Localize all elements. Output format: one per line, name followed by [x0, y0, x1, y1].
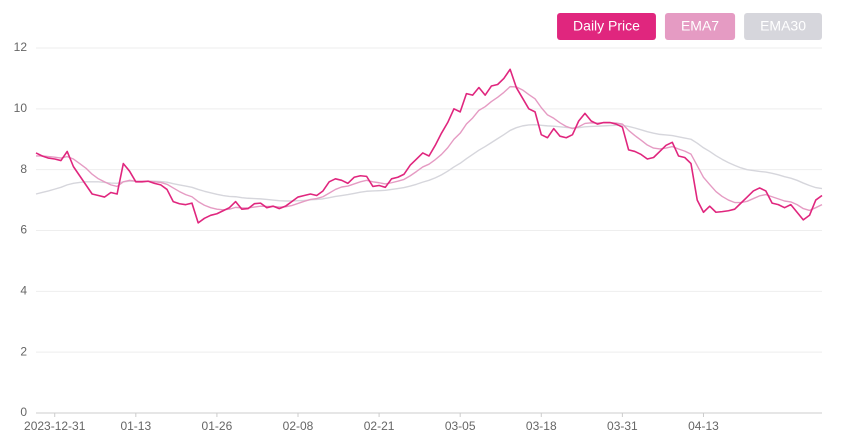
- x-tick-label: 04-13: [688, 419, 719, 433]
- y-tick-label: 2: [20, 344, 27, 358]
- legend-swatch: [744, 13, 822, 40]
- y-tick-label: 0: [20, 405, 27, 419]
- legend-item[interactable]: EMA7: [664, 13, 736, 40]
- y-tick-label: 8: [20, 162, 27, 176]
- x-tick-label: 02-08: [283, 419, 314, 433]
- x-tick-label: 02-21: [364, 419, 395, 433]
- legend-swatch: [557, 13, 656, 40]
- x-tick-label: 01-13: [120, 419, 151, 433]
- legend-label: EMA7: [681, 18, 719, 34]
- legend: Daily Price EMA7 EMA30: [557, 13, 822, 40]
- y-tick-label: 6: [20, 223, 27, 237]
- y-tick-label: 10: [14, 101, 28, 115]
- x-tick-label: 03-31: [607, 419, 638, 433]
- y-tick-label: 12: [14, 40, 28, 54]
- x-tick-label: 01-26: [202, 419, 233, 433]
- x-tick-label: 03-05: [445, 419, 476, 433]
- legend-label: EMA30: [760, 18, 806, 34]
- x-tick-label: 2023-12-31: [24, 419, 86, 433]
- series-line: [35, 123, 823, 202]
- legend-label: Daily Price: [573, 18, 640, 34]
- x-tick-label: 03-18: [526, 419, 557, 433]
- series-line: [36, 85, 823, 212]
- legend-item[interactable]: EMA30: [744, 13, 822, 40]
- legend-swatch: [664, 13, 736, 40]
- legend-item[interactable]: Daily Price: [557, 13, 656, 40]
- y-tick-label: 4: [20, 284, 27, 298]
- series-line: [35, 68, 823, 224]
